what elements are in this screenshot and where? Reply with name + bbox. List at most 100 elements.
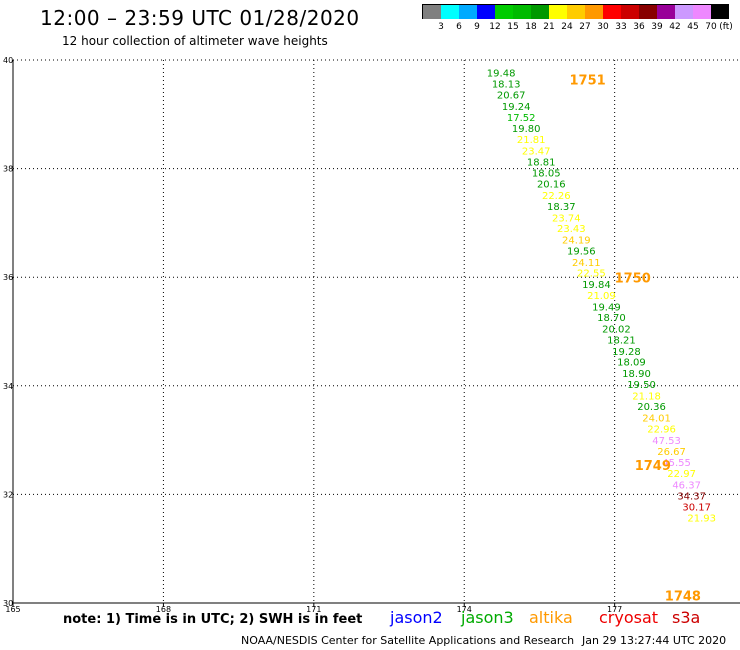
legend-swatch <box>657 5 675 19</box>
x-tick-label: 171 <box>306 605 321 614</box>
legend-tick-label: 30 <box>597 22 609 32</box>
legend-tick-label: 15 <box>507 22 519 32</box>
y-tick-label: 36 <box>3 273 13 282</box>
swh-value: 26.67 <box>657 447 686 458</box>
swh-value: 21.81 <box>517 135 546 146</box>
swh-value: 17.52 <box>507 113 536 124</box>
y-tick-label: 30 <box>3 599 13 608</box>
y-tick-label: 34 <box>3 382 13 391</box>
swh-value: 23.74 <box>552 213 581 224</box>
swh-value: 19.84 <box>582 280 611 291</box>
time-label: 1750 <box>615 272 651 287</box>
swh-value: 18.90 <box>622 369 651 380</box>
legend-swatch <box>531 5 549 19</box>
y-tick-label: 40 <box>3 56 13 65</box>
legend-tick-label: 45 <box>687 22 699 32</box>
x-tick-label: 165 <box>5 605 20 614</box>
legend-swatch <box>495 5 513 19</box>
swh-value: 19.80 <box>512 124 541 135</box>
legend-swatch <box>423 5 441 19</box>
y-tick-label: 32 <box>3 490 13 499</box>
x-tick-label: 168 <box>156 605 171 614</box>
legend-unit: (ft) <box>719 22 733 32</box>
legend-tick-label: 24 <box>561 22 573 32</box>
swh-value: 18.37 <box>547 202 576 213</box>
swh-value: 24.01 <box>642 414 671 425</box>
swh-value: 19.24 <box>502 102 531 113</box>
legend-swatch <box>477 5 495 19</box>
footer-credit: NOAA/NESDIS Center for Satellite Applica… <box>241 634 575 647</box>
legend-tick-label: 70 <box>705 22 717 32</box>
legend-swatch <box>567 5 585 19</box>
legend-swatch <box>693 5 711 19</box>
x-tick-label: 177 <box>607 605 622 614</box>
swh-value: 22.55 <box>577 269 606 280</box>
swh-value: 21.93 <box>687 514 716 525</box>
time-label: 1751 <box>570 73 606 88</box>
swh-value: 24.19 <box>562 236 591 247</box>
legend-tick-label: 42 <box>669 22 681 32</box>
swh-value: 19.48 <box>487 68 516 79</box>
chart-title: 12:00 – 23:59 UTC 01/28/2020 <box>40 6 360 30</box>
chart-subtitle: 12 hour collection of altimeter wave hei… <box>62 34 328 48</box>
swh-value: 18.81 <box>527 157 556 168</box>
swh-value: 21.09 <box>587 291 616 302</box>
time-label: 1748 <box>665 589 701 604</box>
swh-value: 19.49 <box>592 302 621 313</box>
swh-value: 30.17 <box>682 503 711 514</box>
legend-swatch <box>549 5 567 19</box>
legend-swatch <box>639 5 657 19</box>
legend-tick-label: 39 <box>651 22 663 32</box>
swh-value: 20.02 <box>602 325 631 336</box>
swh-value: 23.47 <box>522 146 551 157</box>
satellite-label-jason2: jason2 <box>390 608 443 627</box>
footer-timestamp: Jan 29 13:27:44 UTC 2020 <box>582 634 727 647</box>
swh-value: 45.55 <box>662 458 691 469</box>
legend-tick-label: 18 <box>525 22 537 32</box>
legend-swatch <box>513 5 531 19</box>
legend-swatch <box>603 5 621 19</box>
swh-value: 20.16 <box>537 180 566 191</box>
satellite-label-altika: altika <box>529 608 573 627</box>
swh-value: 18.09 <box>617 358 646 369</box>
swh-value: 18.21 <box>607 335 636 346</box>
swh-value: 19.56 <box>567 246 596 257</box>
swh-value: 47.53 <box>652 436 681 447</box>
swh-value: 22.26 <box>542 191 571 202</box>
legend-swatch <box>585 5 603 19</box>
legend-tick-label: 9 <box>474 22 480 32</box>
legend-tick-label: 33 <box>615 22 627 32</box>
y-tick-label: 38 <box>3 165 13 174</box>
swh-value: 22.97 <box>667 469 696 480</box>
swh-value: 18.05 <box>532 169 561 180</box>
swh-value: 18.13 <box>492 80 521 91</box>
swh-value: 34.37 <box>677 491 706 502</box>
swh-value: 23.43 <box>557 224 586 235</box>
legend-tick-label: 6 <box>456 22 462 32</box>
footer-note: note: 1) Time is in UTC; 2) SWH is in fe… <box>63 612 363 627</box>
swh-value: 21.18 <box>632 391 661 402</box>
legend-swatch <box>711 5 729 19</box>
x-tick-label: 174 <box>457 605 472 614</box>
satellite-label-jason3: jason3 <box>461 608 514 627</box>
legend-tick-label: 36 <box>633 22 645 32</box>
swh-value: 22.96 <box>647 424 676 435</box>
swh-value: 24.11 <box>572 258 601 269</box>
time-label: 1749 <box>635 459 671 474</box>
swh-value: 20.67 <box>497 91 526 102</box>
legend-swatch <box>675 5 693 19</box>
swh-value: 19.50 <box>627 380 656 391</box>
satellite-label-s3a: s3a <box>672 608 701 627</box>
legend-tick-label: 21 <box>543 22 555 32</box>
legend-swatch <box>459 5 477 19</box>
legend-tick-label: 12 <box>489 22 501 32</box>
swh-value: 18.70 <box>597 313 626 324</box>
swh-value: 20.36 <box>637 402 666 413</box>
legend-tick-label: 3 <box>438 22 444 32</box>
legend-swatch <box>441 5 459 19</box>
legend-swatch <box>621 5 639 19</box>
swh-value: 19.28 <box>612 347 641 358</box>
legend-tick-label: 27 <box>579 22 591 32</box>
satellite-label-cryosat: cryosat <box>599 608 659 627</box>
